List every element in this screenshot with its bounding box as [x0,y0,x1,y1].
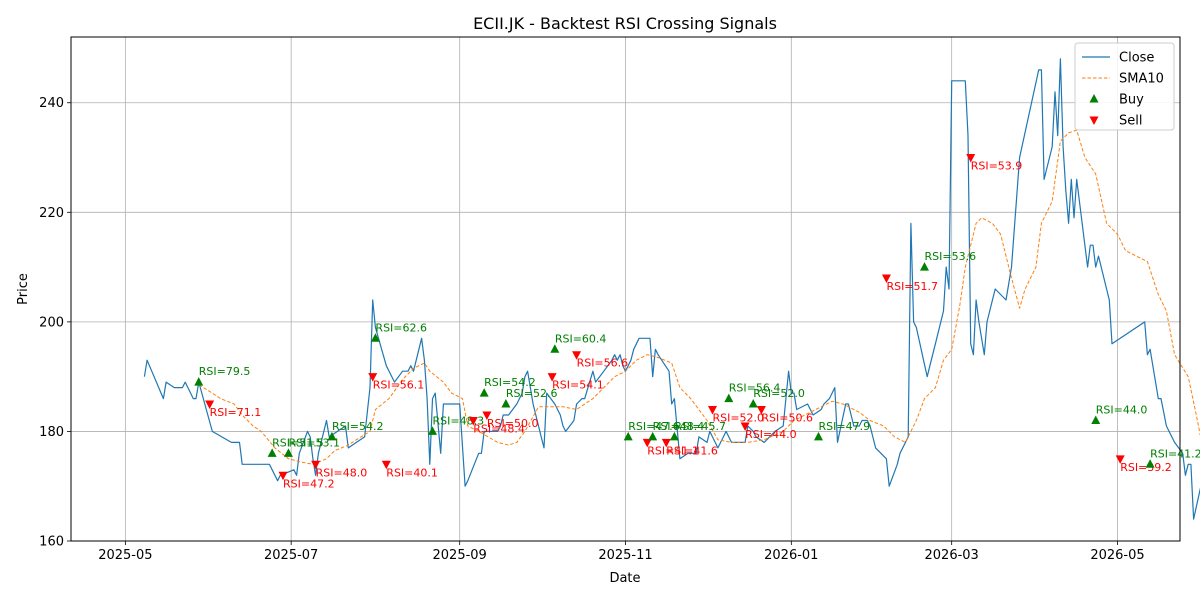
sell-marker [881,274,891,284]
sell-marker [756,406,766,415]
buy-marker [283,448,293,457]
y-axis-label: Price [16,273,31,305]
buy-rsi-label: RSI=52.0 [753,387,805,400]
buy-rsi-label: RSI=52.6 [506,387,558,400]
buy-rsi-label: RSI=54.2 [332,420,384,433]
x-tick-label: 2025-05 [98,548,152,563]
legend-box [1074,42,1175,131]
legend-label: Close [1119,51,1154,66]
chart-title: ECII.JK - Backtest RSI Crossing Signals [473,14,777,33]
buy-marker [479,388,489,397]
sell-rsi-label: RSI=44.0 [745,428,797,441]
buy-marker [550,344,560,353]
sell-marker [740,422,750,431]
x-tick-label: 2025-11 [598,548,652,563]
legend-sell-swatch [1089,116,1099,125]
legend-label: Sell [1119,114,1142,129]
buy-marker [748,399,758,408]
legend-label: Buy [1119,93,1144,108]
x-axis-ticks: 2025-05 2025-07 2025-09 2025-11 2026-01 2026-… [98,541,1145,563]
sell-rsi-label: RSI=51.7 [886,280,938,293]
buy-marker [919,262,929,271]
x-tick-label: 2025-07 [264,548,318,563]
buy-marker [1145,459,1155,468]
buy-marker [648,431,658,441]
sell-rsi-label: RSI=71.1 [210,406,262,419]
y-tick-label: 160 [39,535,64,550]
buy-rsi-label: RSI=47.9 [818,420,870,433]
buy-rsi-label: RSI=53.6 [924,250,976,263]
buy-rsi-label: RSI=47.6 [628,420,680,433]
sell-marker [661,438,671,448]
buy-rsi-label: RSI=41.2 [1150,447,1200,460]
x-axis-label: Date [609,571,640,586]
sell-marker [966,154,976,163]
sell-rsi-label: RSI=52.0 [712,412,764,425]
sell-marker [311,460,321,470]
sell-rsi-label: RSI=40.1 [386,466,438,479]
buy-marker [1091,415,1101,424]
buy-marker [623,431,633,441]
buy-marker [370,333,380,342]
signals-layer: RSI=79.5 RSI=71.1 RSI=51.5 RSI=47.2 RSI=53.1… [194,154,1200,490]
sell-rsi-label: RSI=54.1 [552,379,604,392]
sell-marker [482,411,492,420]
sell-rsi-label: RSI=48.4 [473,422,525,435]
buy-marker [428,426,438,435]
sell-marker [547,373,557,382]
buy-marker [194,377,204,386]
buy-marker [813,431,823,441]
buy-rsi-label: RSI=56.4 [729,382,781,395]
buy-rsi-label: RSI=54.2 [484,376,536,389]
sell-rsi-label: RSI=50.6 [761,412,813,425]
sell-rsi-label: RSI=41.6 [666,444,718,457]
x-tick-label: 2026-01 [764,548,818,563]
buy-rsi-label: RSI=62.6 [375,321,427,334]
sell-marker [572,351,582,360]
series-layer [143,58,1200,520]
buy-rsi-label: RSI=48.4 [653,420,705,433]
buy-marker [501,399,511,408]
buy-rsi-label: RSI=53.1 [288,436,340,449]
x-tick-label: 2026-05 [1090,548,1144,563]
buy-rsi-label: RSI=51.5 [272,436,324,449]
sell-rsi-label: RSI=47.2 [283,477,335,490]
sell-marker [642,438,652,448]
buy-marker [724,393,734,403]
y-tick-label: 180 [39,425,64,440]
legend-label: SMA10 [1119,72,1164,87]
buy-rsi-label: RSI=45.7 [674,420,726,433]
close-price-line [143,58,1200,520]
sell-rsi-label: RSI=48.0 [316,466,368,479]
sell-rsi-label: RSI=56.6 [577,357,629,370]
x-tick-label: 2025-09 [433,548,487,563]
sell-marker [707,406,717,415]
y-tick-label: 220 [39,206,64,221]
sma10-line [198,129,1200,465]
buy-marker [267,448,277,457]
sell-marker [1115,455,1125,464]
sell-marker [278,471,288,481]
sell-rsi-label: RSI=56.1 [373,379,425,392]
y-tick-label: 240 [39,96,64,111]
buy-marker [669,431,679,441]
y-tick-label: 200 [39,315,64,330]
sell-marker [468,416,478,426]
buy-rsi-label: RSI=79.5 [199,365,251,378]
x-tick-label: 2026-03 [925,548,979,563]
sell-marker [368,373,378,382]
buy-rsi-label: RSI=60.4 [555,332,607,345]
grid [71,37,1180,542]
y-axis-ticks: 160 180 200 220 240 [39,96,71,550]
sell-rsi-label: RSI=50.0 [487,417,539,430]
legend: Close SMA10 Buy Sell [1074,42,1175,131]
buy-rsi-label: RSI=44.0 [1096,403,1148,416]
buy-marker [327,431,337,441]
sell-rsi-label: RSI=41.1 [647,444,699,457]
sell-marker [381,460,391,470]
sell-marker [205,400,215,410]
legend-buy-swatch [1089,94,1099,103]
sell-rsi-label: RSI=53.9 [971,160,1023,173]
